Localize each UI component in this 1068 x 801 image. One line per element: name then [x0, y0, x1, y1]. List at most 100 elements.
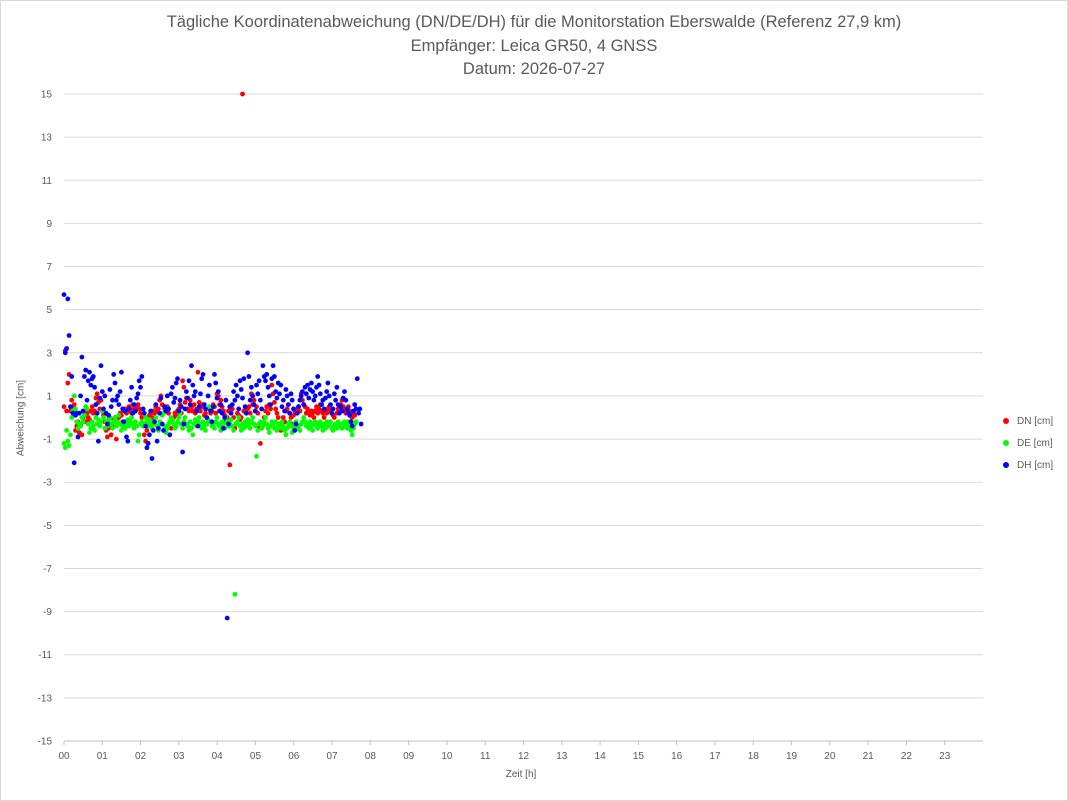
data-point-dh	[191, 393, 197, 399]
data-point-dh	[185, 395, 191, 401]
data-point-dh	[186, 378, 192, 384]
x-axis-title: Zeit [h]	[505, 769, 537, 780]
data-point-de	[235, 419, 240, 425]
data-point-de	[252, 423, 258, 429]
data-point-dh	[144, 445, 150, 451]
data-point-dh	[272, 374, 277, 379]
data-point-dh	[168, 391, 174, 397]
data-point-dh	[330, 406, 336, 412]
data-point-dh	[131, 402, 137, 407]
data-point-de	[245, 417, 251, 423]
data-point-dh	[310, 389, 315, 394]
data-point-dh	[156, 425, 161, 431]
data-point-dh	[268, 402, 273, 407]
data-point-de	[175, 419, 180, 425]
data-point-dn	[321, 415, 327, 420]
data-point-dh	[85, 378, 91, 384]
data-point-dh	[138, 384, 143, 390]
data-point-dn	[218, 397, 224, 403]
data-point-dh	[254, 382, 259, 388]
data-point-de	[68, 432, 73, 438]
data-point-dh	[348, 419, 354, 425]
data-point-de	[283, 432, 289, 438]
y-tick-label: -5	[43, 521, 52, 532]
y-tick-label: -3	[43, 478, 52, 489]
data-point-dh	[279, 404, 285, 410]
data-point-dh	[121, 419, 127, 425]
data-point-dh	[170, 384, 175, 390]
data-point-de	[133, 419, 138, 425]
data-point-de	[153, 415, 159, 420]
data-point-de	[189, 425, 194, 431]
data-point-de	[310, 428, 315, 433]
data-point-de	[122, 425, 128, 431]
data-point-dn	[274, 410, 280, 416]
data-point-dh	[182, 406, 188, 412]
data-point-dh	[62, 350, 68, 356]
data-point-dh	[110, 397, 115, 403]
data-point-de	[87, 430, 92, 435]
data-point-dh	[258, 397, 263, 403]
data-point-dn	[315, 410, 321, 416]
data-point-dh	[164, 393, 170, 399]
data-point-de	[111, 419, 117, 425]
data-point-dn	[141, 432, 147, 438]
x-tick-label: 20	[824, 751, 836, 762]
x-tick-label: 09	[403, 751, 415, 762]
x-tick-label: 13	[556, 751, 568, 762]
data-point-dh	[102, 393, 108, 399]
data-point-de	[65, 438, 71, 444]
y-tick-label: 9	[46, 219, 52, 230]
data-point-dn	[251, 397, 257, 403]
data-point-dh	[180, 449, 186, 455]
data-point-dh	[149, 456, 155, 461]
data-point-dh	[344, 406, 350, 412]
y-tick-label: -7	[43, 564, 52, 575]
y-tick-label: -1	[43, 435, 52, 446]
legend-item-dn: DN [cm]	[1000, 410, 1053, 432]
data-point-dh	[221, 425, 226, 431]
data-point-dh	[139, 374, 145, 379]
legend-marker-dh	[1003, 462, 1009, 468]
legend-label-dn: DN [cm]	[1017, 415, 1054, 427]
data-point-de	[214, 415, 220, 420]
data-point-dh	[189, 363, 194, 369]
x-tick-label: 01	[97, 751, 109, 762]
data-point-dn	[275, 415, 281, 420]
data-point-dh	[231, 389, 237, 394]
x-tick-label: 08	[365, 751, 377, 762]
data-point-dh	[133, 408, 138, 414]
data-point-dh	[266, 393, 272, 399]
data-point-dh	[243, 410, 249, 416]
data-point-de	[164, 425, 170, 431]
data-point-dh	[251, 402, 257, 407]
data-point-dh	[315, 374, 321, 379]
data-point-dn	[135, 402, 141, 407]
data-point-dh	[284, 393, 290, 399]
data-point-dn	[247, 410, 253, 416]
data-point-dh	[111, 372, 117, 377]
x-tick-label: 04	[212, 751, 224, 762]
data-point-dh	[347, 412, 352, 418]
data-point-dh	[150, 428, 156, 433]
data-point-dn	[324, 410, 330, 416]
data-point-dh	[324, 389, 330, 394]
data-point-dh	[339, 408, 345, 414]
data-point-dh	[242, 404, 248, 410]
data-point-dh	[329, 410, 335, 416]
data-point-dh	[190, 382, 196, 388]
data-point-de	[185, 423, 191, 429]
data-point-de	[80, 419, 86, 425]
data-point-dh	[195, 423, 201, 429]
legend: DN [cm] DE [cm] DH [cm]	[1000, 410, 1053, 476]
data-point-dh	[113, 397, 119, 403]
data-point-dh	[237, 378, 243, 384]
data-point-dn	[198, 408, 203, 414]
data-point-dh	[331, 391, 337, 397]
data-point-dn	[269, 382, 275, 388]
data-point-dh	[178, 404, 184, 410]
data-point-dh	[235, 393, 240, 399]
x-tick-label: 03	[173, 751, 185, 762]
data-point-de	[204, 421, 210, 427]
x-tick-label: 10	[441, 751, 453, 762]
